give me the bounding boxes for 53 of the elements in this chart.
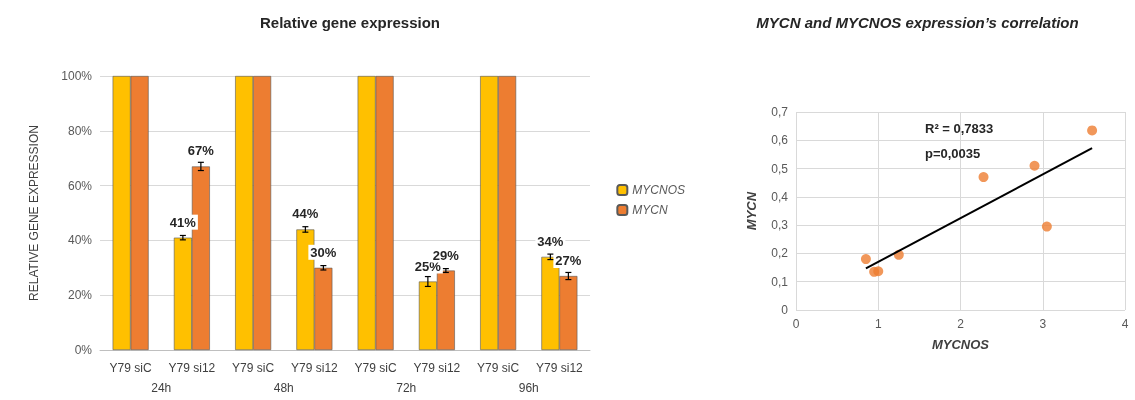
text: 48h [273, 381, 294, 395]
point [860, 254, 871, 265]
data-label: 29% [432, 247, 460, 263]
y-axis-title: MYCN [744, 191, 759, 231]
text: 24h [151, 381, 172, 395]
chart-title: MYCN and MYCNOS expression’s correlation [756, 14, 1079, 31]
y-tick-label: 20% [67, 288, 93, 303]
x-tick-label: 2 [957, 317, 965, 331]
x-tick-label: Y79 siC [477, 361, 520, 375]
legend-label: MYCN [632, 203, 668, 217]
y-tick-label: 0,4 [771, 189, 789, 204]
x-tick-label: 3 [1039, 317, 1047, 331]
y-tick-label: 60% [67, 178, 93, 193]
point [1029, 160, 1040, 171]
y-tick-label: 80% [67, 123, 93, 138]
point [978, 172, 989, 183]
chart-title: Relative gene expression [259, 14, 441, 31]
annotation: R² = 0,7833 [925, 121, 994, 136]
y-tick-label: 40% [67, 233, 93, 248]
y-axis-title: RELATIVE GENE EXPRESSION [27, 125, 41, 301]
x-tick-label: 1 [874, 317, 882, 331]
x-tick-label: 4 [1121, 317, 1129, 331]
annotation: p=0,0035 [925, 146, 981, 161]
y-tick-label: 0% [74, 343, 93, 357]
point [1087, 125, 1098, 136]
data-label: 27% [555, 253, 582, 269]
x-tick-label: 0 [792, 317, 800, 331]
x-tick-label: Y79 siC [232, 361, 275, 375]
point [1041, 221, 1052, 232]
y-tick-label: 100% [61, 69, 93, 83]
y-tick-label: 0 [781, 303, 789, 317]
data-label: 30% [310, 244, 337, 260]
text: 72h [396, 381, 417, 395]
x-tick-label: Y79 siC [109, 361, 152, 375]
data-label: 67% [187, 143, 215, 159]
point [873, 266, 884, 277]
x-tick-label: Y79 siC [354, 361, 397, 375]
y-tick-label: 0,3 [771, 218, 789, 233]
data-label: 44% [292, 206, 319, 222]
legend-label: MYCNOS [632, 183, 685, 197]
y-tick-label: 0,1 [771, 274, 789, 289]
data-label: 41% [169, 214, 197, 230]
x-tick-label: Y79 si12 [168, 361, 216, 375]
x-axis-title: MYCNOS [931, 337, 990, 352]
x-tick-label: Y79 si12 [291, 361, 339, 375]
y-tick-label: 0,2 [771, 246, 789, 261]
x-tick-label: Y79 si12 [413, 361, 461, 375]
x-tick-label: Y79 si12 [536, 361, 584, 375]
text: 96h [518, 381, 539, 395]
y-tick-label: 0,6 [771, 133, 789, 148]
data-label: 34% [537, 233, 564, 249]
y-tick-label: 0,7 [771, 105, 789, 119]
y-tick-label: 0,5 [771, 161, 789, 176]
